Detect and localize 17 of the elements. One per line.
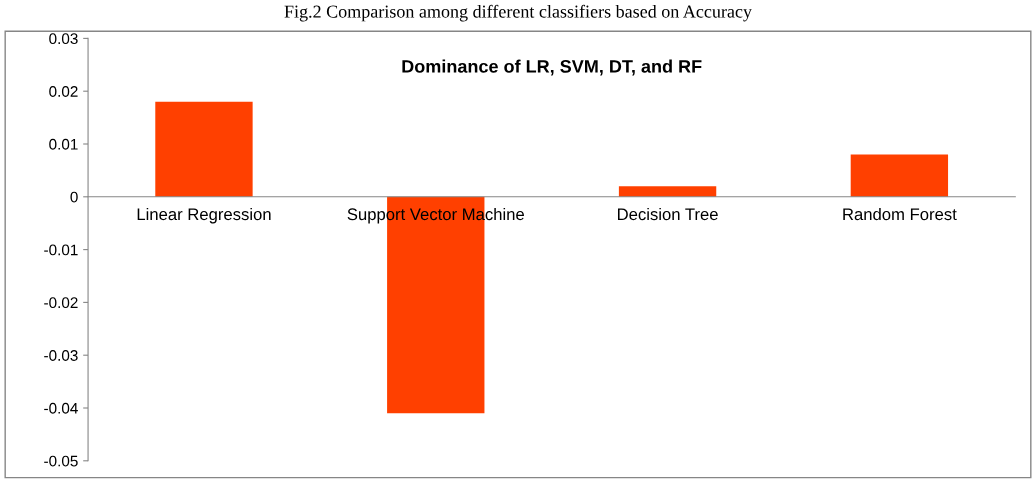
x-tick-label: Decision Tree xyxy=(617,207,718,221)
x-tick-label: Random Forest xyxy=(843,207,957,221)
y-tick-label: -0.04 xyxy=(44,402,78,414)
x-tick-label: Linear Regression xyxy=(137,207,271,224)
y-tick-label: 0.03 xyxy=(49,33,78,45)
bar xyxy=(155,101,253,197)
y-tick-label: 0.01 xyxy=(49,138,78,150)
y-tick-label: -0.01 xyxy=(44,244,78,256)
y-tick-label: -0.05 xyxy=(44,455,78,467)
y-tick-label: 0 xyxy=(70,191,78,203)
y-tick-label: -0.02 xyxy=(44,297,78,309)
bar xyxy=(850,154,949,197)
bar xyxy=(618,186,717,197)
y-tick-label: -0.03 xyxy=(44,350,78,361)
y-tick-label: 0.02 xyxy=(49,86,78,97)
caption: Fig.2 Comparison among different classifiers based on Accuracy xyxy=(284,4,752,22)
text: Dominance of LR, SVM, DT, and RF xyxy=(402,59,702,76)
